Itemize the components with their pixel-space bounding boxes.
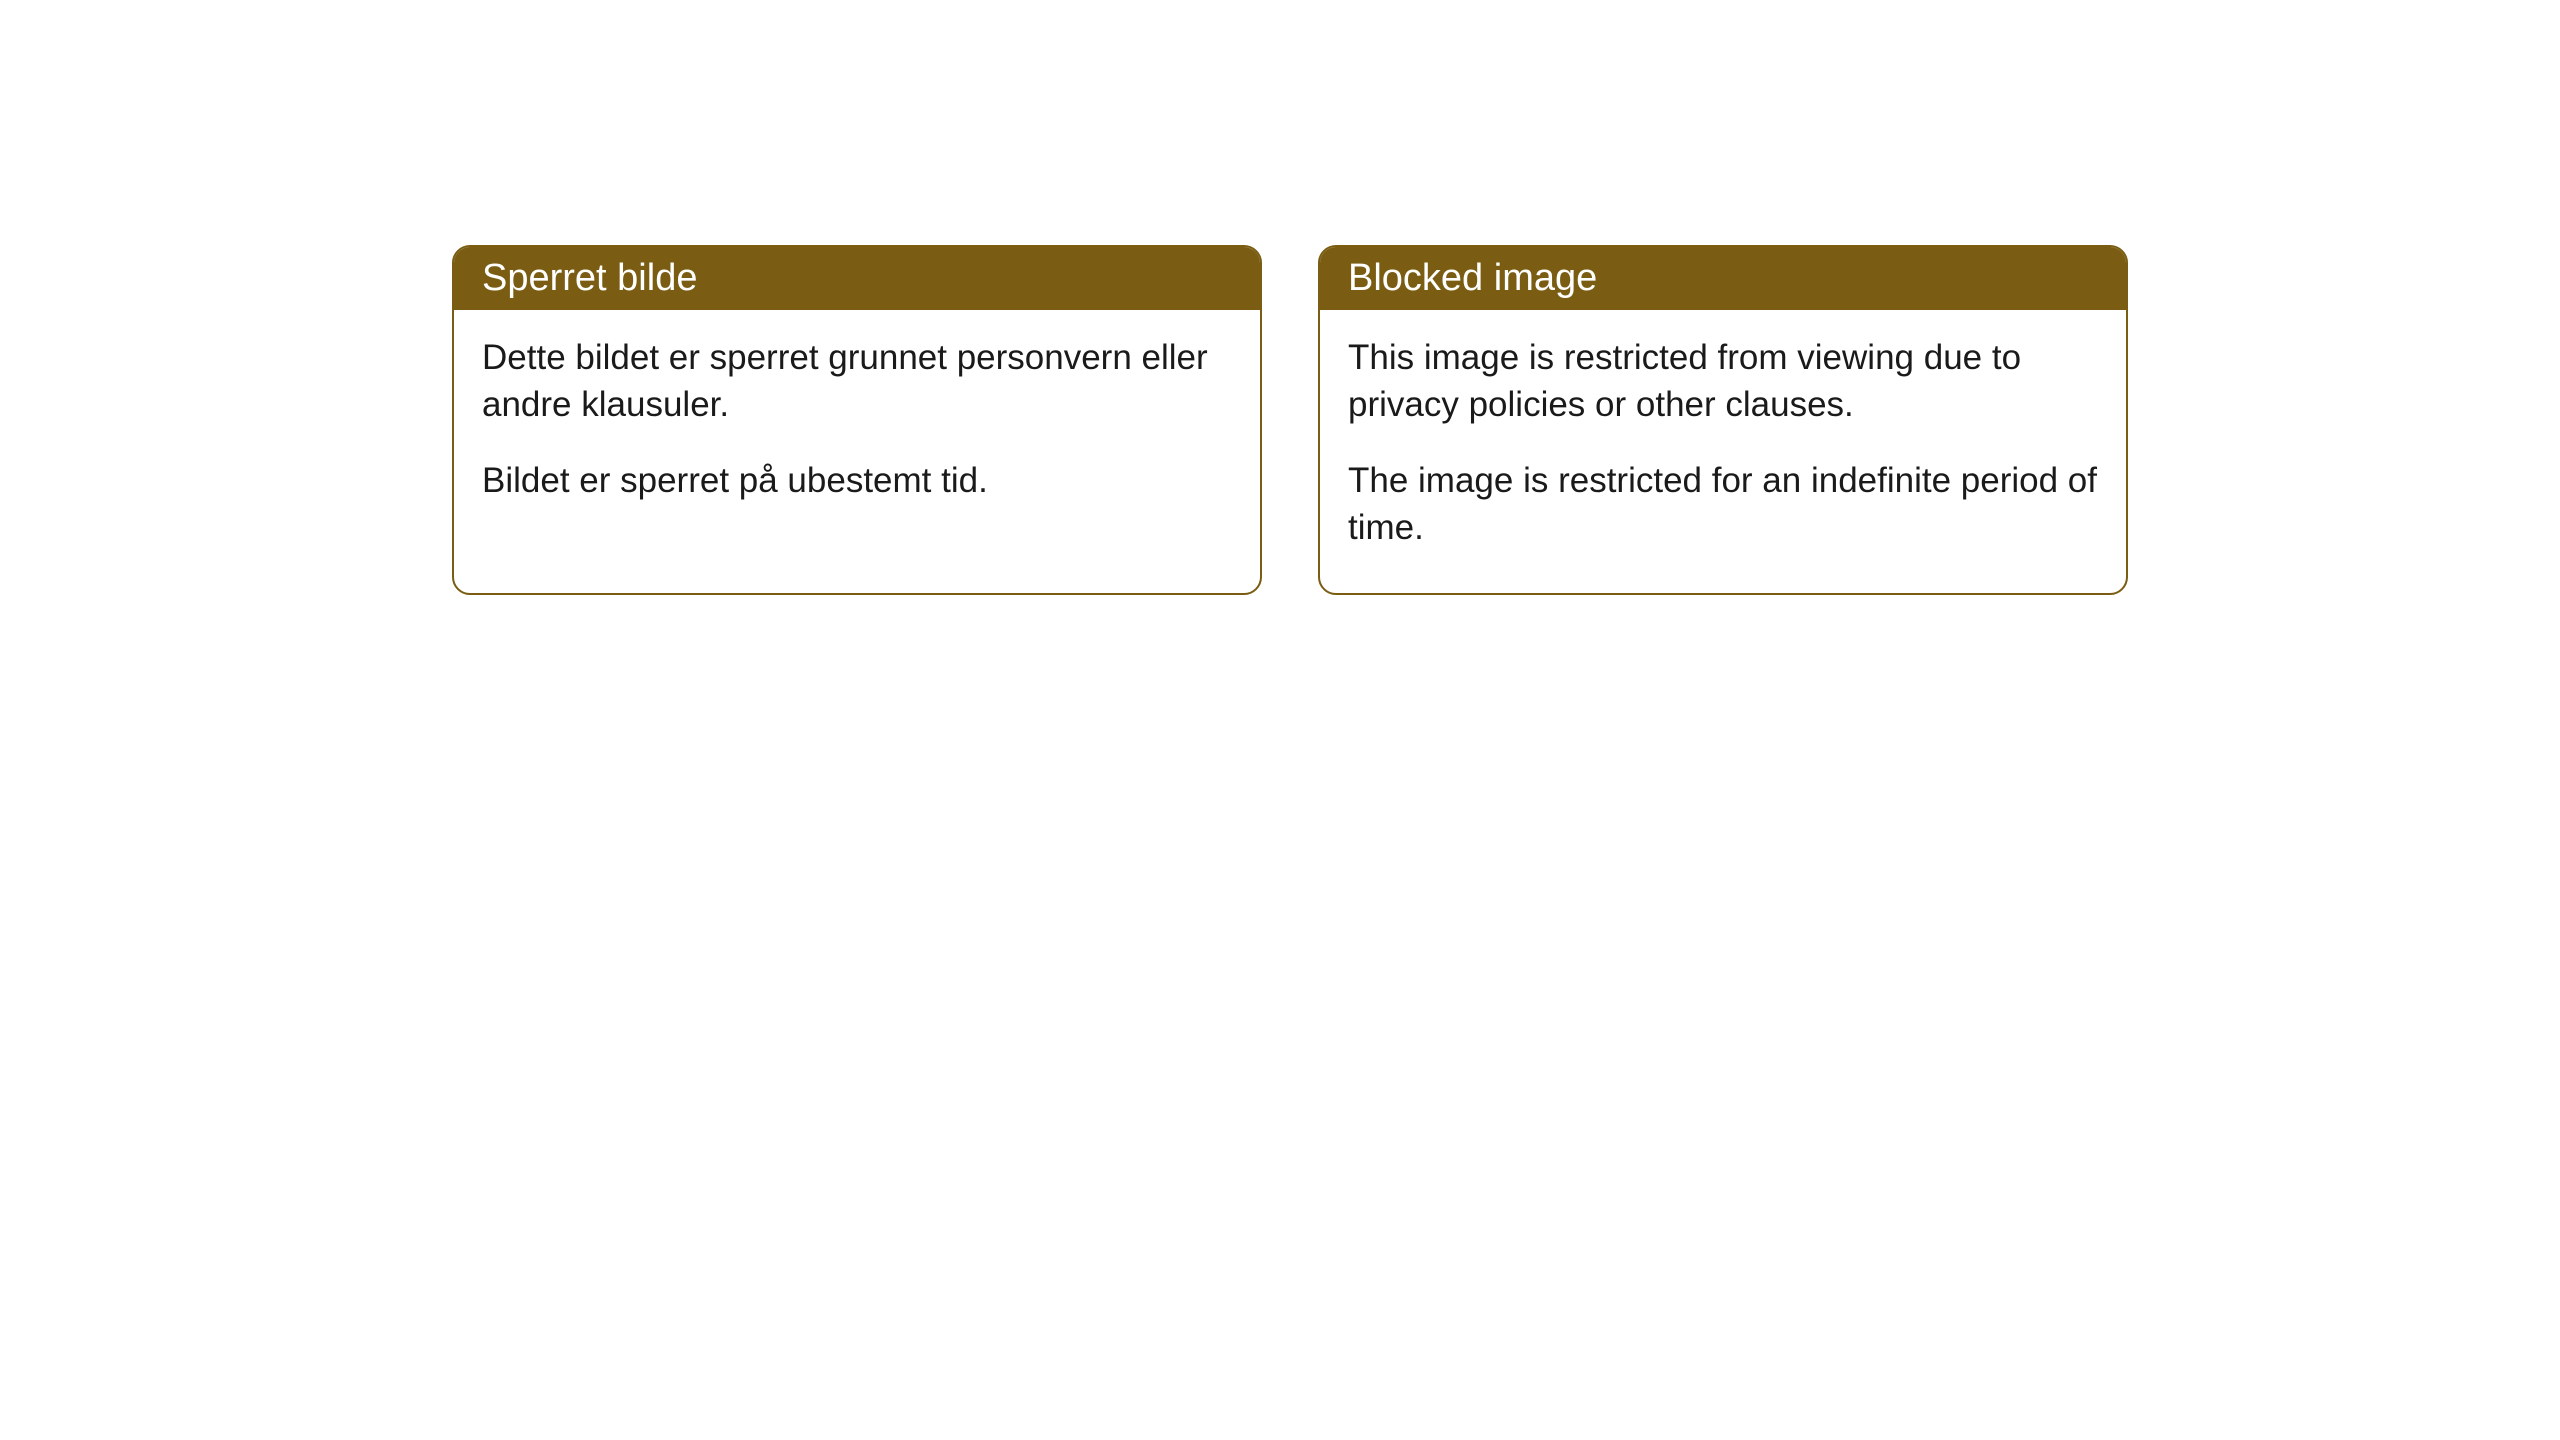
card-paragraph-2: The image is restricted for an indefinit… bbox=[1348, 457, 2098, 552]
card-body-norwegian: Dette bildet er sperret grunnet personve… bbox=[454, 310, 1260, 546]
card-header-english: Blocked image bbox=[1320, 247, 2126, 310]
card-paragraph-2: Bildet er sperret på ubestemt tid. bbox=[482, 457, 1232, 504]
card-paragraph-1: Dette bildet er sperret grunnet personve… bbox=[482, 334, 1232, 429]
card-norwegian: Sperret bilde Dette bildet er sperret gr… bbox=[452, 245, 1262, 595]
card-paragraph-1: This image is restricted from viewing du… bbox=[1348, 334, 2098, 429]
card-body-english: This image is restricted from viewing du… bbox=[1320, 310, 2126, 593]
card-english: Blocked image This image is restricted f… bbox=[1318, 245, 2128, 595]
cards-container: Sperret bilde Dette bildet er sperret gr… bbox=[452, 245, 2128, 595]
card-header-norwegian: Sperret bilde bbox=[454, 247, 1260, 310]
